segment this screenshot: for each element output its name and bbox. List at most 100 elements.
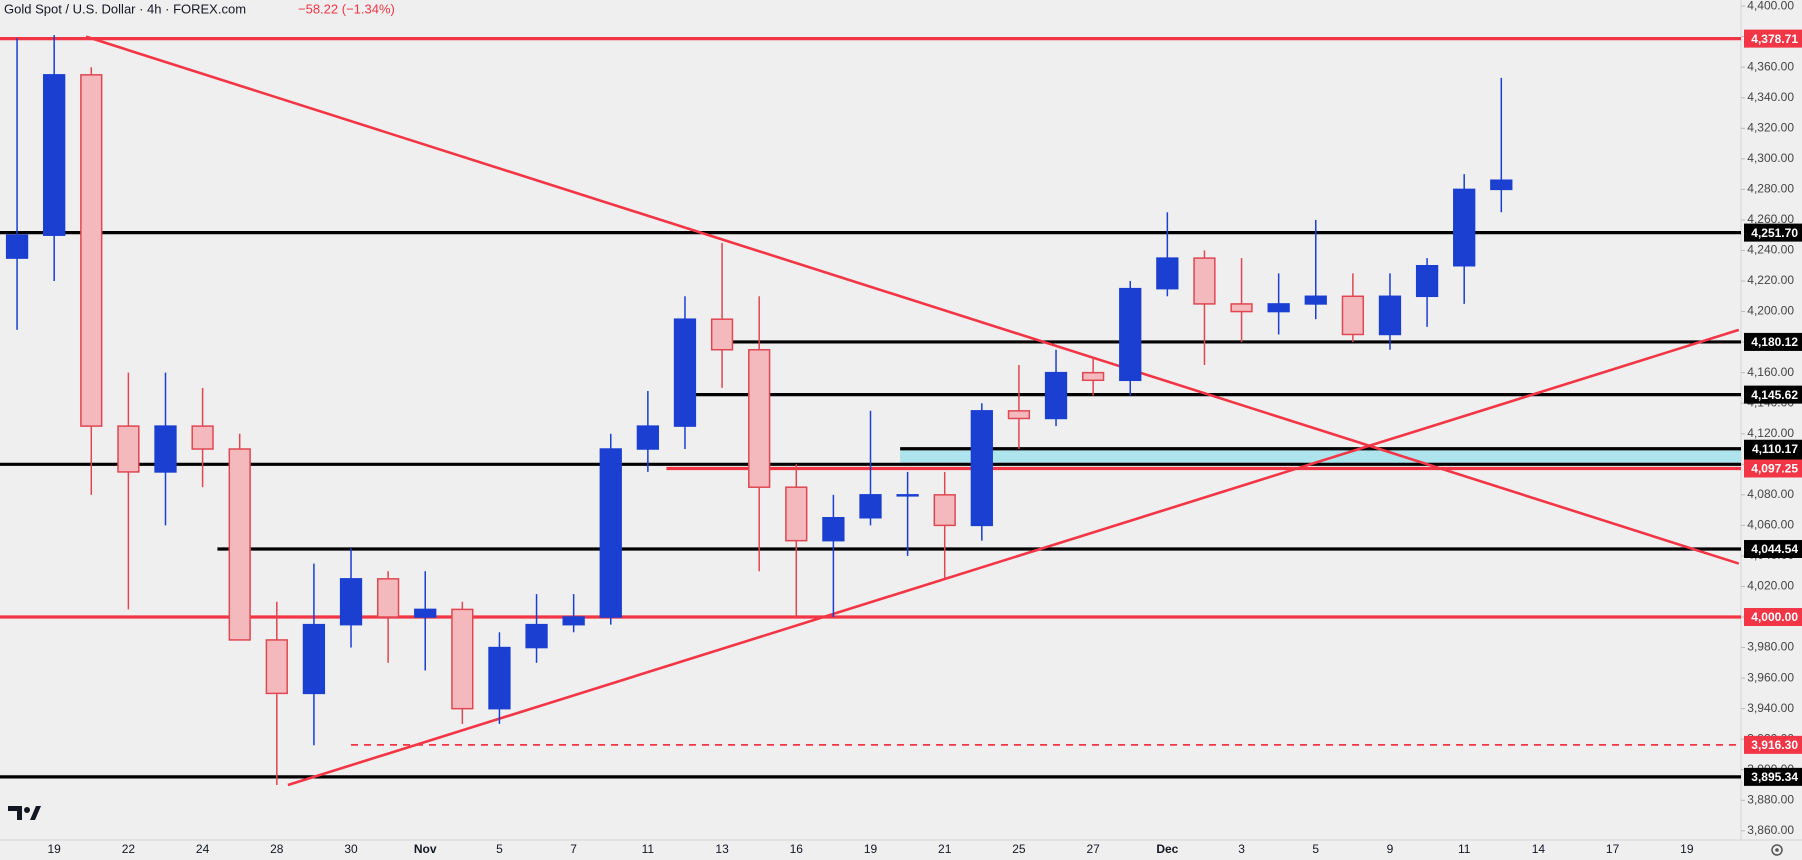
candle-body [933, 494, 956, 527]
level-label-box [1744, 539, 1802, 558]
candle-body [748, 348, 771, 488]
x-tick-label: 24 [196, 842, 210, 856]
x-tick-label: 19 [1680, 842, 1694, 856]
candle-body [970, 410, 993, 527]
x-tick-label: 28 [270, 842, 284, 856]
y-tick-label: 4,340.00 [1747, 90, 1794, 104]
candle-body [562, 616, 585, 626]
candle-body [488, 646, 511, 710]
candle-body [1490, 179, 1513, 191]
candle-body [228, 448, 251, 641]
candle-body [451, 608, 474, 710]
x-tick-label: 30 [344, 842, 358, 856]
level-label-box [1744, 385, 1802, 404]
x-tick-label: 7 [570, 842, 577, 856]
x-tick-label: 17 [1606, 842, 1620, 856]
level-label: 4,378.71 [1751, 32, 1798, 46]
level-label-box [1744, 459, 1802, 478]
candle-body [822, 516, 845, 542]
y-tick-label: 4,360.00 [1747, 59, 1794, 73]
x-tick-label: 16 [790, 842, 804, 856]
candle-body [896, 494, 919, 497]
level-label: 4,044.54 [1751, 542, 1798, 556]
level-label: 3,895.34 [1751, 770, 1798, 784]
trendline [85, 35, 1740, 565]
x-tick-label: 5 [1312, 842, 1319, 856]
candle-body [154, 425, 177, 473]
x-tick-label: 25 [1012, 842, 1026, 856]
y-tick-label: 4,120.00 [1747, 426, 1794, 440]
y-tick-label: 4,240.00 [1747, 243, 1794, 257]
level-label: 4,145.62 [1751, 388, 1798, 402]
y-tick-label: 3,940.00 [1747, 701, 1794, 715]
x-tick-label: Nov [414, 842, 437, 856]
candle-body [1081, 371, 1105, 382]
x-tick-label: Dec [1156, 842, 1178, 856]
chart-title: Gold Spot / U.S. Dollar · 4h · FOREX.com [4, 1, 246, 16]
settings-icon[interactable] [1771, 844, 1783, 856]
candle-body [1193, 257, 1216, 305]
candle-body [1453, 188, 1476, 267]
candle-body [1304, 295, 1327, 305]
candle-body [1378, 295, 1402, 336]
level-label-box [1744, 29, 1802, 48]
x-tick-label: 5 [496, 842, 503, 856]
price-change: −58.22 (−1.34%) [298, 1, 395, 16]
y-tick-label: 4,160.00 [1747, 365, 1794, 379]
x-tick-label: 19 [47, 842, 61, 856]
level-label: 4,097.25 [1751, 462, 1798, 476]
candle-body [1007, 410, 1031, 420]
candle-body [1415, 264, 1439, 298]
x-tick-label: 14 [1532, 842, 1546, 856]
level-label-box [1744, 223, 1802, 242]
plot-area [0, 35, 1741, 787]
y-tick-label: 3,960.00 [1747, 670, 1794, 684]
candle-body [673, 318, 697, 427]
candle-body [80, 74, 103, 427]
level-label: 4,180.12 [1751, 335, 1798, 349]
level-label: 3,916.30 [1751, 738, 1798, 752]
x-tick-label: 11 [1458, 842, 1471, 856]
y-tick-label: 4,080.00 [1747, 487, 1794, 501]
level-label-box [1744, 332, 1802, 351]
y-tick-label: 4,220.00 [1747, 273, 1794, 287]
y-tick-label: 4,060.00 [1747, 518, 1794, 532]
level-label-box [1744, 439, 1802, 458]
x-tick-label: 21 [938, 842, 952, 856]
candle-body [191, 425, 214, 450]
y-tick-label: 4,020.00 [1747, 579, 1794, 593]
candle-body [117, 425, 140, 473]
candle-body [859, 494, 882, 519]
y-tick-label: 4,300.00 [1747, 151, 1794, 165]
y-tick-label: 4,400.00 [1747, 0, 1794, 12]
x-tick-label: 27 [1086, 842, 1100, 856]
candle-body [1156, 257, 1179, 290]
candle-body [1341, 295, 1365, 336]
level-label: 4,251.70 [1751, 226, 1798, 240]
candle-body [599, 448, 622, 618]
candle-body [636, 425, 660, 450]
y-tick-label: 3,860.00 [1747, 823, 1794, 837]
candle-body [710, 318, 734, 351]
candle-body [1044, 371, 1068, 420]
y-tick-label: 4,200.00 [1747, 304, 1794, 318]
x-tick-label: 13 [715, 842, 729, 856]
trendline [287, 328, 1740, 787]
y-tick-label: 4,280.00 [1747, 182, 1794, 196]
logo [8, 806, 41, 820]
candle-body [1230, 303, 1253, 313]
candle-body [43, 74, 66, 236]
y-tick-label: 3,980.00 [1747, 640, 1794, 654]
x-tick-label: 22 [122, 842, 136, 856]
candle-body [265, 639, 288, 695]
candle-body [1119, 287, 1142, 382]
candle-body [302, 623, 326, 695]
level-label-box [1744, 767, 1802, 786]
candle-body [785, 486, 808, 542]
zone [900, 448, 1741, 465]
x-tick-label: 11 [642, 842, 655, 856]
level-label: 4,110.17 [1752, 442, 1798, 456]
